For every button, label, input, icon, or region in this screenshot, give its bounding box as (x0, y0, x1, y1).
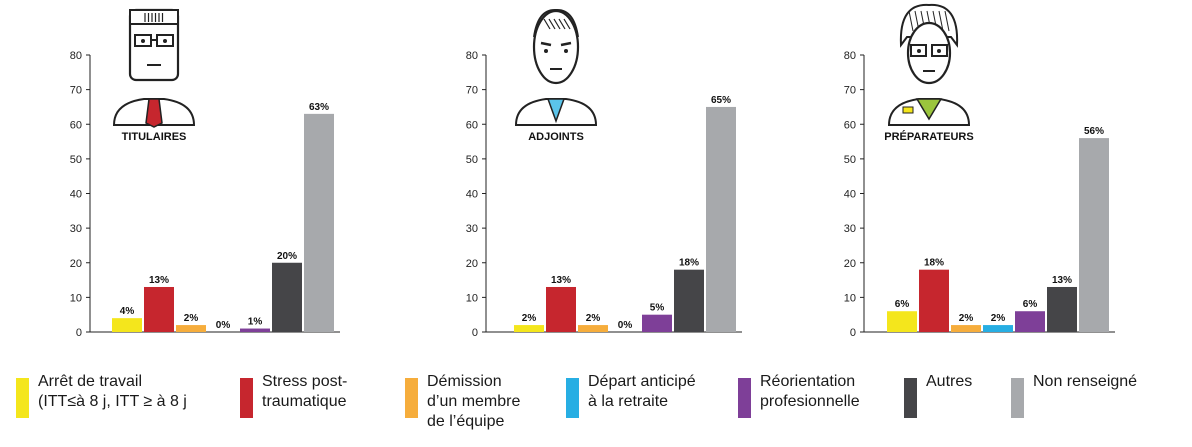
data-label-depart: 2% (991, 313, 1006, 324)
y-tick-label: 30 (70, 223, 82, 235)
legend-item-demission: Démission d’un membre de l’équipe (405, 372, 520, 432)
legend-swatch-depart (566, 378, 579, 418)
legend-swatch-demission (405, 378, 418, 418)
legend-swatch-nonrens (1011, 378, 1024, 418)
chart-panel-3: 0 10 20 30 40 50 60 70 80 PRÉPARATEURS 6% 18% 2% 2% 6%… (844, 3, 1115, 339)
data-label-autres: 20% (277, 251, 297, 262)
bar-nonrens (706, 106, 736, 332)
data-label-depart: 0% (618, 320, 633, 331)
y-tick-label: 50 (844, 154, 856, 166)
y-tick-label: 20 (70, 258, 82, 270)
bar-autres (1047, 286, 1077, 332)
legend-item-depart: Départ anticipé à la retraite (566, 372, 696, 418)
y-tick-label: 40 (844, 189, 856, 201)
legend-item-nonrens: Non renseigné (1011, 372, 1137, 418)
chart-panel-2: 0 10 20 30 40 50 60 70 80 ADJOINTS 2% 13% 2% 0% 5% 18% 6… (466, 8, 742, 339)
bar-demission (176, 325, 206, 332)
bar-autres (272, 262, 302, 332)
y-tick-label: 50 (70, 154, 82, 166)
y-tick-label: 10 (466, 292, 478, 304)
chart-panel-1: 0 10 20 30 40 50 60 70 80 TITULAIRES 4% 13% 2% 0% 1% 20… (70, 8, 340, 339)
data-label-autres: 13% (1052, 275, 1072, 286)
bar-reorientation (1015, 311, 1045, 332)
bar-stress (546, 286, 576, 332)
legend-swatch-stress (240, 378, 253, 418)
legend-swatch-arret (16, 378, 29, 418)
data-label-stress: 18% (924, 258, 944, 269)
legend-label-stress: Stress post- traumatique (262, 373, 348, 410)
bar-demission (951, 325, 981, 332)
legend-swatch-autres (904, 378, 917, 418)
bar-demission (578, 325, 608, 332)
legend-item-reorientation: Réorientation profesionnelle (738, 372, 860, 418)
bar-reorientation (240, 328, 270, 332)
data-label-stress: 13% (551, 275, 571, 286)
data-label-nonrens: 65% (711, 95, 731, 106)
legend-swatch-reorientation (738, 378, 751, 418)
y-tick-label: 40 (70, 189, 82, 201)
legend-item-arret: Arrêt de travail (ITT≤à 8 j, ITT ≥ à 8 j (16, 372, 187, 418)
y-tick-label: 70 (70, 85, 82, 97)
chart-title: PRÉPARATEURS (884, 130, 973, 143)
data-label-nonrens: 56% (1084, 126, 1104, 137)
legend-item-stress: Stress post- traumatique (240, 372, 347, 418)
data-label-arret: 4% (120, 306, 135, 317)
bar-depart (983, 325, 1013, 332)
adjoint-icon (514, 8, 598, 126)
data-label-autres: 18% (679, 258, 699, 269)
legend-label-autres: Autres (926, 373, 973, 390)
legend-label-nonrens: Non renseigné (1033, 373, 1138, 390)
y-tick-label: 60 (466, 119, 478, 131)
bar-arret (112, 318, 142, 332)
y-tick-label: 50 (466, 154, 478, 166)
data-label-reorientation: 5% (650, 303, 665, 314)
data-label-depart: 0% (216, 320, 231, 331)
y-tick-label: 30 (844, 223, 856, 235)
bar-autres (674, 269, 704, 332)
chart-title: ADJOINTS (528, 131, 584, 143)
data-label-reorientation: 1% (248, 317, 263, 328)
y-tick-label: 60 (70, 119, 82, 131)
data-label-demission: 2% (586, 313, 601, 324)
y-tick-label: 60 (844, 119, 856, 131)
bar-reorientation (642, 314, 672, 332)
legend-label-reorientation: Réorientation profesionnelle (760, 373, 860, 410)
y-tick-label: 10 (844, 292, 856, 304)
y-tick-label: 30 (466, 223, 478, 235)
bar-arret (514, 325, 544, 332)
y-tick-label: 80 (844, 50, 856, 62)
legend-label-arret: Arrêt de travail (ITT≤à 8 j, ITT ≥ à 8 j (38, 373, 187, 410)
y-tick-label: 80 (466, 50, 478, 62)
y-tick-label: 0 (76, 327, 82, 339)
data-label-reorientation: 6% (1023, 299, 1038, 310)
y-tick-label: 20 (466, 258, 478, 270)
legend-item-autres: Autres (904, 372, 972, 418)
data-label-arret: 2% (522, 313, 537, 324)
y-tick-label: 40 (466, 189, 478, 201)
chart-title: TITULAIRES (122, 131, 187, 143)
data-label-demission: 2% (959, 313, 974, 324)
legend-label-depart: Départ anticipé à la retraite (588, 373, 696, 410)
preparateur-icon (887, 3, 971, 126)
bar-stress (144, 286, 174, 332)
data-label-demission: 2% (184, 313, 199, 324)
y-tick-label: 20 (844, 258, 856, 270)
y-tick-label: 10 (70, 292, 82, 304)
y-tick-label: 0 (850, 327, 856, 339)
data-label-stress: 13% (149, 275, 169, 286)
bar-nonrens (304, 113, 334, 332)
titulaire-icon (112, 8, 196, 128)
y-tick-label: 70 (466, 85, 478, 97)
bar-arret (887, 311, 917, 332)
bar-charts: 0 10 20 30 40 50 60 70 80 TITULAIRES 4% 13% 2% 0% 1% 20… (70, 3, 1115, 339)
legend-label-demission: Démission d’un membre de l’équipe (427, 373, 521, 430)
y-tick-label: 80 (70, 50, 82, 62)
bar-stress (919, 269, 949, 332)
legend: Arrêt de travail (ITT≤à 8 j, ITT ≥ à 8 j… (0, 372, 1192, 447)
data-label-arret: 6% (895, 299, 910, 310)
y-tick-label: 70 (844, 85, 856, 97)
bar-nonrens (1079, 138, 1109, 332)
y-tick-label: 0 (472, 327, 478, 339)
data-label-nonrens: 63% (309, 102, 329, 113)
